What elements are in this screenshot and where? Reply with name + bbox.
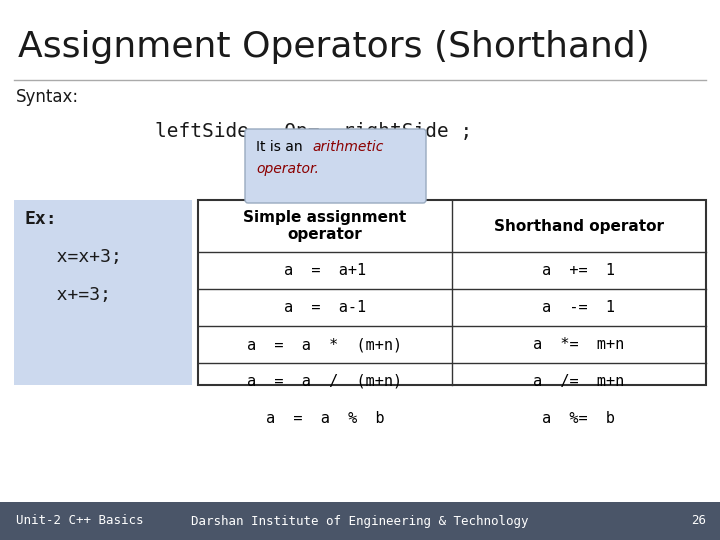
Text: a  =  a  *  (m+n): a = a * (m+n) — [248, 337, 402, 352]
Text: Darshan Institute of Engineering & Technology: Darshan Institute of Engineering & Techn… — [192, 515, 528, 528]
Text: Unit-2 C++ Basics: Unit-2 C++ Basics — [16, 515, 143, 528]
Text: a  =  a  %  b: a = a % b — [266, 411, 384, 426]
Text: It is an: It is an — [256, 140, 307, 154]
Text: x+=3;: x+=3; — [24, 286, 111, 304]
Text: 26: 26 — [691, 515, 706, 528]
Text: Syntax:: Syntax: — [16, 88, 79, 106]
Text: a  -=  1: a -= 1 — [542, 300, 616, 315]
Text: Shorthand operator: Shorthand operator — [494, 219, 664, 233]
Text: arithmetic: arithmetic — [312, 140, 383, 154]
Text: leftSide   Op=  rightSide ;: leftSide Op= rightSide ; — [155, 122, 472, 141]
FancyBboxPatch shape — [245, 129, 426, 203]
Text: operator.: operator. — [256, 162, 319, 176]
Text: a  =  a  /  (m+n): a = a / (m+n) — [248, 374, 402, 389]
Text: a  =  a-1: a = a-1 — [284, 300, 366, 315]
Bar — [0, 502, 720, 540]
Bar — [198, 200, 706, 385]
Text: Simple assignment
operator: Simple assignment operator — [243, 210, 407, 242]
Text: a  +=  1: a += 1 — [542, 263, 616, 278]
Text: Assignment Operators (Shorthand): Assignment Operators (Shorthand) — [18, 30, 649, 64]
Bar — [14, 200, 192, 385]
Text: Ex:: Ex: — [24, 210, 57, 228]
Text: x=x+3;: x=x+3; — [24, 248, 122, 266]
Text: a  /=  m+n: a /= m+n — [534, 374, 625, 389]
Text: a  *=  m+n: a *= m+n — [534, 337, 625, 352]
Text: a  =  a+1: a = a+1 — [284, 263, 366, 278]
Text: a  %=  b: a %= b — [542, 411, 616, 426]
